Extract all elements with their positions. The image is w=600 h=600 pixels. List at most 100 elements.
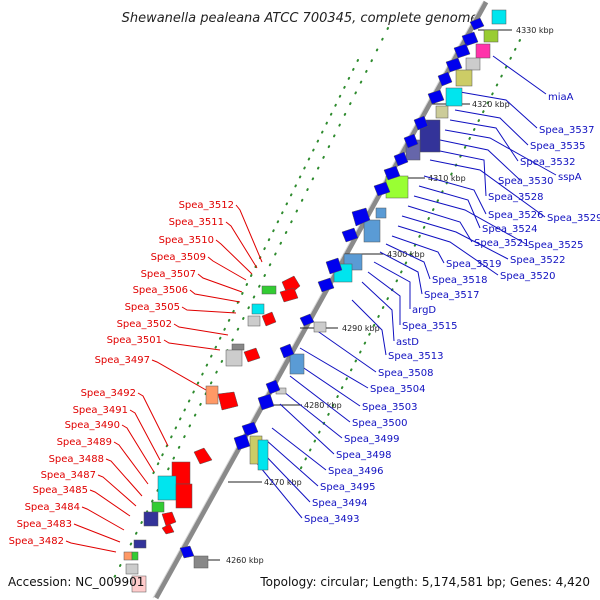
gene-arrow[interactable] <box>299 313 315 327</box>
gene-label[interactable]: Spea_3502 <box>117 319 172 330</box>
gene-label[interactable]: Spea_3528 <box>488 192 543 203</box>
gene-label[interactable]: Spea_3510 <box>159 235 214 246</box>
gene-label[interactable]: Spea_3491 <box>73 405 128 416</box>
gene-arrow[interactable] <box>461 31 479 47</box>
gene-feature[interactable] <box>475 43 491 59</box>
gene-label[interactable]: Spea_3524 <box>482 224 537 235</box>
gene-arrow[interactable] <box>179 545 195 559</box>
gene-label[interactable]: Spea_3522 <box>510 255 565 266</box>
gene-arrow[interactable] <box>257 393 275 411</box>
gene-label[interactable]: Spea_3537 <box>539 125 594 136</box>
gene-arrow[interactable] <box>383 165 401 181</box>
gene-label[interactable]: Spea_3507 <box>141 269 196 280</box>
gene-feature[interactable] <box>125 563 139 575</box>
gene-feature[interactable] <box>445 87 463 107</box>
gene-feature[interactable] <box>435 105 449 119</box>
gene-arrow[interactable] <box>469 17 485 31</box>
gene-label[interactable]: sspA <box>558 172 582 183</box>
gene-feature[interactable] <box>225 349 243 367</box>
gene-label[interactable]: Spea_3490 <box>65 420 120 431</box>
gene-arrow[interactable] <box>243 347 261 363</box>
gene-label[interactable]: Spea_3520 <box>500 271 555 282</box>
gene-label[interactable]: Spea_3498 <box>336 450 391 461</box>
gene-feature[interactable] <box>375 207 387 219</box>
gene-label[interactable]: Spea_3482 <box>9 536 64 547</box>
gene-label[interactable]: Spea_3521 <box>474 238 529 249</box>
gene-feature[interactable] <box>205 385 219 405</box>
gene-label[interactable]: Spea_3487 <box>41 470 96 481</box>
gene-arrow[interactable] <box>261 311 277 327</box>
gene-feature[interactable] <box>143 511 159 527</box>
gene-label[interactable]: Spea_3529 <box>547 213 600 224</box>
gene-label[interactable]: Spea_3525 <box>528 240 583 251</box>
gene-label[interactable]: Spea_3508 <box>378 368 433 379</box>
gene-feature[interactable] <box>419 119 441 153</box>
gene-label[interactable]: Spea_3496 <box>328 466 383 477</box>
gene-label[interactable]: Spea_3499 <box>344 434 399 445</box>
gene-feature[interactable] <box>133 539 147 549</box>
gene-arrow[interactable] <box>317 277 335 293</box>
gene-feature[interactable] <box>193 555 209 569</box>
gene-arrow[interactable] <box>161 523 175 535</box>
gene-label[interactable]: Spea_3519 <box>446 259 501 270</box>
gene-label[interactable]: Spea_3503 <box>362 402 417 413</box>
gene-label[interactable]: Spea_3518 <box>432 275 487 286</box>
gene-arrow[interactable] <box>325 257 343 275</box>
gene-label[interactable]: Spea_3485 <box>33 485 88 496</box>
gene-label[interactable]: astD <box>396 337 419 348</box>
gene-label[interactable]: Spea_3515 <box>402 321 457 332</box>
gene-feature[interactable] <box>491 9 507 25</box>
gene-label[interactable]: Spea_3504 <box>370 384 425 395</box>
gene-feature[interactable] <box>257 439 269 471</box>
gene-label[interactable]: Spea_3535 <box>530 141 585 152</box>
gene-arrow[interactable] <box>453 43 471 59</box>
gene-arrow[interactable] <box>161 511 177 527</box>
gene-feature[interactable] <box>363 219 381 243</box>
gene-label[interactable]: Spea_3511 <box>169 217 224 228</box>
gene-feature[interactable] <box>289 353 305 375</box>
gene-label[interactable]: Spea_3517 <box>424 290 479 301</box>
gene-label[interactable]: Spea_3497 <box>95 355 150 366</box>
gene-arrow[interactable] <box>341 227 359 243</box>
gene-arrow[interactable] <box>427 89 445 105</box>
gene-arrow[interactable] <box>373 181 391 197</box>
gene-arrow[interactable] <box>393 151 409 167</box>
gene-feature[interactable] <box>157 475 177 501</box>
gene-label[interactable]: Spea_3495 <box>320 482 375 493</box>
gene-arrow[interactable] <box>217 391 239 411</box>
gene-arrow[interactable] <box>241 421 259 437</box>
gene-arrow[interactable] <box>403 133 419 149</box>
gene-arrow[interactable] <box>437 71 453 87</box>
gene-label[interactable]: Spea_3501 <box>107 335 162 346</box>
gene-feature[interactable] <box>261 285 277 295</box>
gene-feature[interactable] <box>483 29 499 43</box>
gene-feature[interactable] <box>465 57 481 71</box>
gene-label[interactable]: Spea_3505 <box>125 302 180 313</box>
gene-feature[interactable] <box>251 303 265 315</box>
gene-label[interactable]: Spea_3483 <box>17 519 72 530</box>
gene-label[interactable]: Spea_3489 <box>57 437 112 448</box>
gene-label[interactable]: Spea_3488 <box>49 454 104 465</box>
gene-arrow[interactable] <box>193 447 213 465</box>
gene-label[interactable]: Spea_3506 <box>133 285 188 296</box>
gene-feature[interactable] <box>247 315 261 327</box>
gene-feature[interactable] <box>123 551 133 561</box>
gene-label[interactable]: Spea_3484 <box>25 502 80 513</box>
gene-feature[interactable] <box>455 69 473 87</box>
gene-label[interactable]: Spea_3532 <box>520 157 575 168</box>
gene-label[interactable]: Spea_3500 <box>352 418 407 429</box>
gene-label[interactable]: Spea_3492 <box>81 388 136 399</box>
gene-feature[interactable] <box>131 551 139 561</box>
gene-label[interactable]: Spea_3493 <box>304 514 359 525</box>
gene-feature[interactable] <box>231 343 245 351</box>
gene-label[interactable]: argD <box>412 305 436 316</box>
gene-arrow[interactable] <box>279 287 299 303</box>
gene-feature[interactable] <box>175 483 193 509</box>
gene-feature[interactable] <box>313 321 327 333</box>
gene-arrow[interactable] <box>413 115 429 131</box>
gene-arrow[interactable] <box>233 433 251 451</box>
gene-feature[interactable] <box>151 501 165 513</box>
gene-label[interactable]: Spea_3530 <box>498 176 553 187</box>
gene-label[interactable]: Spea_3526 <box>488 210 543 221</box>
gene-label[interactable]: Spea_3513 <box>388 351 443 362</box>
